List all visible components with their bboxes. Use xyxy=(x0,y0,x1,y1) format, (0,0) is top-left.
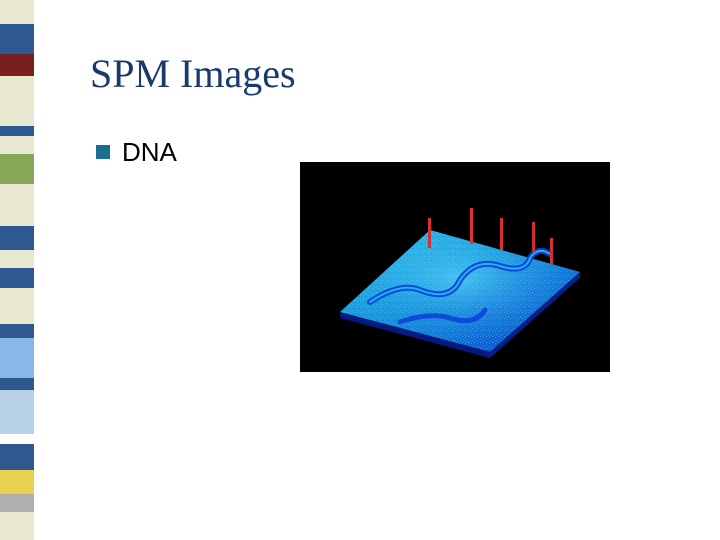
sidebar-stripe xyxy=(0,288,34,324)
decorative-sidebar-stripes xyxy=(0,0,34,540)
sidebar-stripe xyxy=(0,24,34,54)
sidebar-stripe xyxy=(0,54,34,76)
spm-3d-figure xyxy=(300,162,610,372)
sidebar-stripe xyxy=(0,390,34,434)
sidebar-stripe xyxy=(0,324,34,338)
page-title: SPM Images xyxy=(90,50,690,97)
sidebar-stripe xyxy=(0,338,34,378)
sidebar-stripe xyxy=(0,184,34,226)
sidebar-stripe xyxy=(0,444,34,470)
sidebar-stripe xyxy=(0,378,34,390)
sidebar-stripe xyxy=(0,512,34,540)
bullet-label: DNA xyxy=(122,137,177,168)
sidebar-stripe xyxy=(0,470,34,494)
spm-surface-svg xyxy=(300,162,610,372)
sidebar-stripe xyxy=(0,434,34,444)
sidebar-stripe xyxy=(0,154,34,184)
sidebar-stripe xyxy=(0,226,34,250)
sidebar-stripe xyxy=(0,136,34,154)
content-area: SPM Images DNA xyxy=(90,50,690,168)
sidebar-stripe xyxy=(0,494,34,512)
sidebar-stripe xyxy=(0,268,34,288)
bullet-square-icon xyxy=(96,145,110,159)
sidebar-stripe xyxy=(0,76,34,126)
sidebar-stripe xyxy=(0,126,34,136)
sidebar-stripe xyxy=(0,0,34,24)
slide: SPM Images DNA xyxy=(0,0,720,540)
sidebar-stripe xyxy=(0,250,34,268)
